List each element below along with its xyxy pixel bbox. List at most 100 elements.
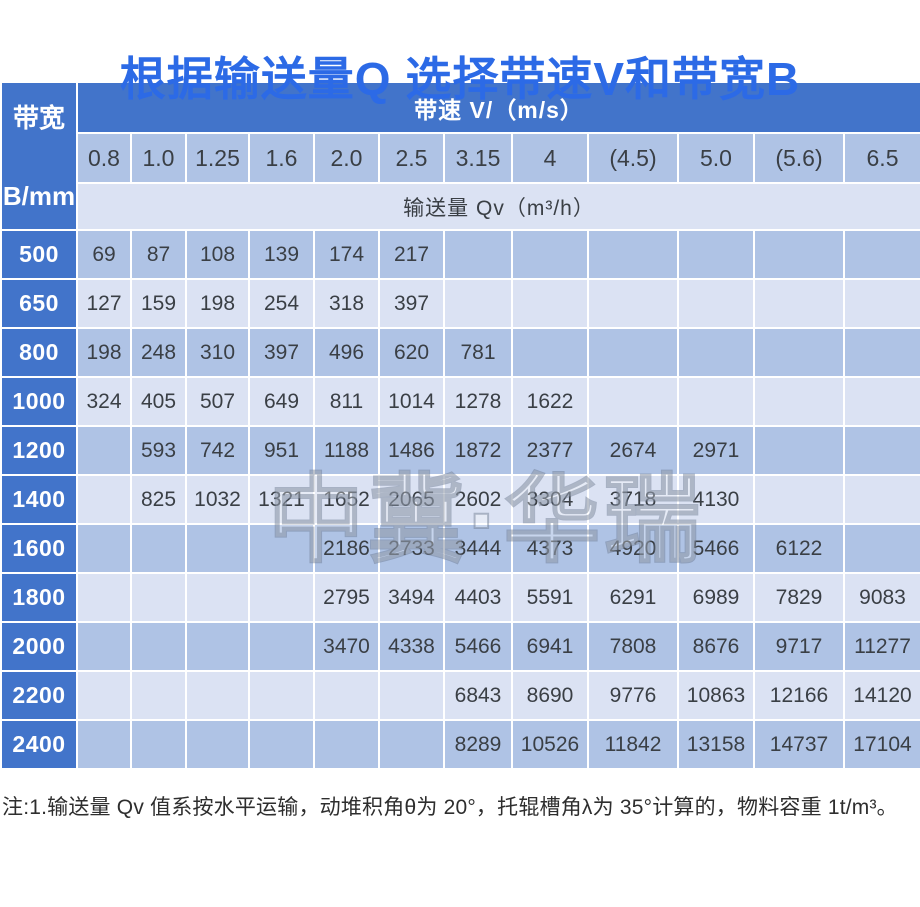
capacity-cell: [248, 670, 315, 721]
capacity-table: 带宽 B/mm 带速 V/（m/s） 0.8 1.0 1.25 1.6 2.0 2.5 3.…: [0, 81, 920, 770]
table-row: 2000 3470 4338 5466 6941 7808 8676 9717 11277: [0, 621, 920, 672]
capacity-cell: 12166: [753, 670, 845, 721]
speed-values-row: 0.8 1.0 1.25 1.6 2.0 2.5 3.15 4 (4.5) 5.0 (5.6) 6.5: [1, 132, 920, 184]
capacity-cell: [76, 572, 132, 623]
speed-value-cell: (4.5): [587, 132, 679, 184]
capacity-cell: [76, 670, 132, 721]
capacity-cell: 2674: [587, 425, 679, 476]
capacity-cell: 649: [248, 376, 315, 427]
table-row: 1200 593 742 951 1188 1486 1872 2377 2674 2971: [0, 425, 920, 476]
capacity-cell: 14120: [842, 670, 920, 721]
capacity-cell: 198: [185, 278, 250, 329]
capacity-cell: 1652: [313, 474, 380, 525]
capacity-cell: 742: [185, 425, 250, 476]
capacity-cell: 217: [378, 229, 445, 280]
belt-width-unit-label: B/mm: [2, 181, 76, 211]
capacity-cell: [185, 719, 250, 770]
capacity-cell: 248: [130, 327, 187, 378]
capacity-cell: 781: [443, 327, 513, 378]
capacity-cell: 127: [76, 278, 132, 329]
capacity-cell: [842, 474, 920, 525]
capacity-cell: 108: [185, 229, 250, 280]
capacity-cell: [313, 719, 380, 770]
capacity-cell: 198: [76, 327, 132, 378]
capacity-cell: 4130: [677, 474, 755, 525]
capacity-cell: [248, 572, 315, 623]
capacity-cell: 324: [76, 376, 132, 427]
capacity-cell: [76, 719, 132, 770]
capacity-cell: 17104: [842, 719, 920, 770]
capacity-cell: [76, 425, 132, 476]
capacity-cell: [76, 621, 132, 672]
capacity-cell: 2733: [378, 523, 445, 574]
capacity-cell: 10526: [511, 719, 589, 770]
capacity-cell: [842, 278, 920, 329]
belt-width-cell: 1000: [0, 376, 78, 427]
belt-width-cell: 1200: [0, 425, 78, 476]
table-row: 1600 2186 2733 3444 4373 4920 5466 6122: [0, 523, 920, 574]
speed-value-cell: 1.6: [248, 132, 315, 184]
capacity-cell: [185, 572, 250, 623]
speed-value-cell: 0.8: [76, 132, 132, 184]
capacity-cell: [378, 719, 445, 770]
capacity-cell: [76, 523, 132, 574]
table-row: 1000 324 405 507 649 811 1014 1278 1622: [0, 376, 920, 427]
capacity-cell: [753, 327, 845, 378]
capacity-cell: [130, 719, 187, 770]
capacity-cell: 1278: [443, 376, 513, 427]
capacity-cell: [76, 474, 132, 525]
capacity-cell: [443, 278, 513, 329]
capacity-cell: 69: [76, 229, 132, 280]
capacity-cell: [842, 523, 920, 574]
speed-title-row: 带宽 B/mm 带速 V/（m/s）: [0, 81, 920, 231]
capacity-cell: 496: [313, 327, 380, 378]
capacity-cell: [753, 425, 845, 476]
capacity-cell: [753, 278, 845, 329]
speed-value-cell: 3.15: [443, 132, 513, 184]
capacity-cell: [587, 229, 679, 280]
capacity-cell: 2795: [313, 572, 380, 623]
capacity-cell: [378, 670, 445, 721]
capacity-cell: [842, 229, 920, 280]
capacity-cell: [130, 523, 187, 574]
speed-value-cell: 5.0: [677, 132, 755, 184]
footnote: 注:1.输送量 Qv 值系按水平运输，动堆积角θ为 20°，托辊槽角λ为 35°…: [2, 796, 898, 819]
table-body: 500 69 87 108 139 174 217 650 127 159 198 254 318 397…: [0, 229, 920, 770]
belt-width-label: 带宽: [12, 103, 65, 133]
belt-width-cell: 1400: [0, 474, 78, 525]
belt-width-cell: 650: [0, 278, 78, 329]
capacity-cell: [587, 376, 679, 427]
capacity-cell: 2602: [443, 474, 513, 525]
capacity-cell: 9717: [753, 621, 845, 672]
capacity-cell: [248, 621, 315, 672]
capacity-header: 输送量 Qv（m³/h）: [75, 182, 920, 231]
capacity-cell: [313, 670, 380, 721]
speed-value-cell: (5.6): [753, 132, 845, 184]
capacity-cell: 3470: [313, 621, 380, 672]
table-row: 1800 2795 3494 4403 5591 6291 6989 7829 9083: [0, 572, 920, 623]
capacity-cell: [842, 327, 920, 378]
qv-title-row: 输送量 Qv（m³/h）: [1, 182, 920, 231]
capacity-cell: 139: [248, 229, 315, 280]
capacity-cell: 397: [248, 327, 315, 378]
capacity-cell: [753, 474, 845, 525]
capacity-cell: [677, 229, 755, 280]
capacity-cell: 811: [313, 376, 380, 427]
capacity-cell: [185, 523, 250, 574]
belt-width-cell: 2000: [0, 621, 78, 672]
belt-width-cell: 1800: [0, 572, 78, 623]
belt-width-cell: 2400: [0, 719, 78, 770]
capacity-cell: [443, 229, 513, 280]
capacity-cell: [842, 376, 920, 427]
capacity-cell: 6291: [587, 572, 679, 623]
capacity-cell: 4373: [511, 523, 589, 574]
capacity-cell: 7808: [587, 621, 679, 672]
capacity-cell: 3304: [511, 474, 589, 525]
capacity-cell: [511, 229, 589, 280]
capacity-cell: 2971: [677, 425, 755, 476]
speed-value-cell: 1.0: [130, 132, 187, 184]
capacity-cell: 3444: [443, 523, 513, 574]
table-row: 800 198 248 310 397 496 620 781: [0, 327, 920, 378]
capacity-cell: 3494: [378, 572, 445, 623]
